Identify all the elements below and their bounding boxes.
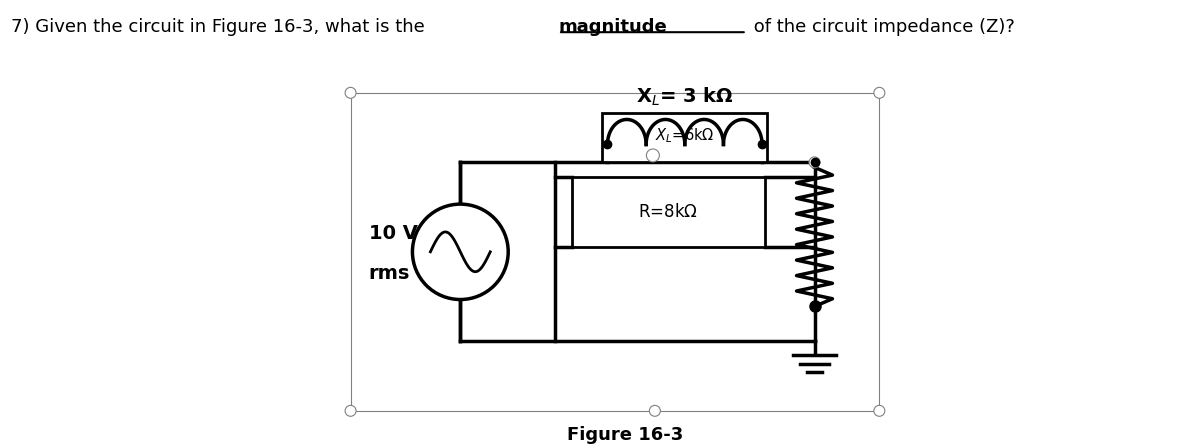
Text: of the circuit impedance (Z)?: of the circuit impedance (Z)?: [748, 18, 1014, 36]
Text: 10 V: 10 V: [368, 224, 418, 244]
Circle shape: [346, 405, 356, 416]
Circle shape: [647, 149, 659, 162]
Circle shape: [413, 204, 509, 299]
Bar: [602, 113, 767, 162]
Text: 7) Given the circuit in Figure 16-3, what is the: 7) Given the circuit in Figure 16-3, wha…: [11, 18, 431, 36]
Circle shape: [649, 405, 660, 416]
Text: R=8k$\Omega$: R=8k$\Omega$: [638, 203, 698, 221]
Circle shape: [809, 157, 820, 168]
Circle shape: [346, 87, 356, 98]
Text: $\mathbf{X}_{\mathbf{\mathit{L}}}$= 3 k$\mathbf{\Omega}$: $\mathbf{X}_{\mathbf{\mathit{L}}}$= 3 k$…: [636, 85, 733, 108]
Text: magnitude: magnitude: [558, 18, 667, 36]
Bar: [572, 177, 764, 247]
Text: $X_L$=6k$\Omega$: $X_L$=6k$\Omega$: [655, 126, 714, 145]
Text: rms: rms: [368, 264, 410, 283]
Text: Figure 16-3: Figure 16-3: [566, 426, 683, 443]
Circle shape: [874, 87, 884, 98]
Circle shape: [874, 405, 884, 416]
